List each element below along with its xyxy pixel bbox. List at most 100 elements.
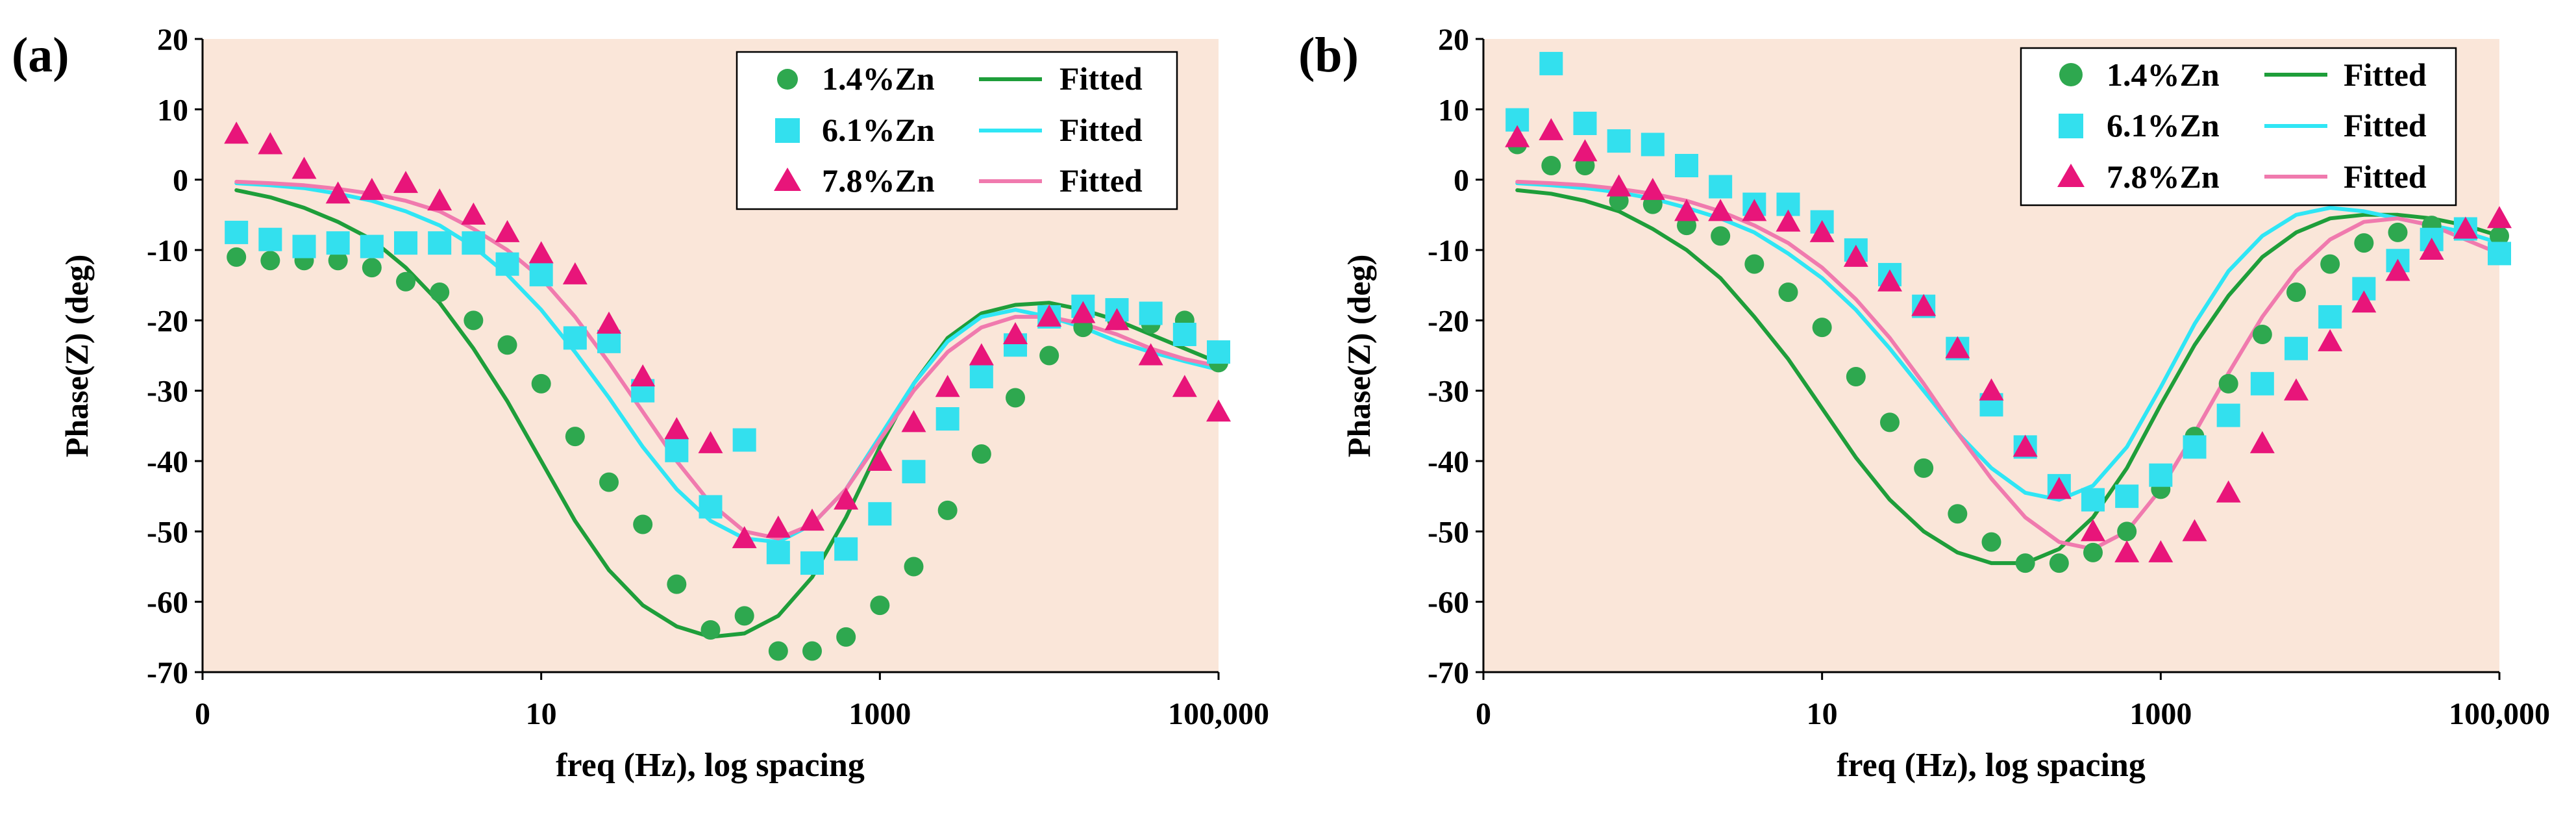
fitted-line-6-1-zn [1515,181,2501,502]
data-point-7-8-zn [698,431,723,453]
y-tick-label: -20 [147,304,188,338]
data-point-1-4-zn [2286,282,2306,302]
data-point-7-8-zn [1539,118,1564,140]
data-point-1-4-zn [1948,504,1968,524]
data-point-7-8-zn [359,177,384,200]
data-point-1-4-zn [565,427,585,447]
data-point-6-1-zn [800,551,824,575]
panel-b-y-ticks: 20 10 0 -10 -20 -30 -40 -50 -60 -70 [1428,23,1483,690]
y-tick-label: 20 [1438,23,1469,57]
x-tick-label: 100,000 [1168,697,1269,731]
y-tick-label: -50 [147,515,188,549]
y-tick-label: -70 [1428,656,1469,690]
y-tick-label: -20 [1428,304,1469,338]
data-point-1-4-zn [2320,254,2340,274]
data-point-7-8-zn [1104,308,1130,331]
panel-b-label: (b) [1298,28,1359,82]
data-point-7-8-zn [2114,540,2140,562]
data-point-7-8-zn [2487,206,2512,229]
legend-marker-circle [777,69,798,90]
data-point-6-1-zn [597,329,621,353]
data-point-7-8-zn [1572,139,1598,162]
data-point-1-4-zn [2117,521,2137,542]
data-point-1-4-zn [1880,412,1900,433]
data-point-7-8-zn [2249,431,2275,453]
data-point-1-4-zn [1711,226,1731,246]
data-point-1-4-zn [2049,553,2069,573]
x-tick-label: 10 [526,697,557,731]
data-point-7-8-zn [2453,216,2478,239]
legend-fitted-6-1-zn: Fitted [2344,107,2427,144]
x-tick-label: 1000 [848,697,911,731]
data-point-6-1-zn [935,407,960,431]
data-point-1-4-zn [260,251,280,271]
y-tick-label: 10 [157,93,188,127]
y-tick-label: -40 [147,445,188,479]
data-point-6-1-zn [292,234,316,258]
data-point-7-8-zn [1708,199,1733,221]
data-point-6-1-zn [2250,371,2274,395]
data-point-1-4-zn [633,514,653,534]
data-point-1-4-zn [497,335,517,355]
y-tick-label: -30 [1428,375,1469,409]
x-tick-label: 1000 [2129,697,2192,731]
panel-a-x-ticks: 0 10 1000 100,000 [195,672,1269,731]
y-tick-label: 10 [1438,93,1469,127]
data-point-7-8-zn [427,188,452,211]
data-point-6-1-zn [563,326,587,350]
data-point-7-8-zn [291,157,317,179]
data-point-1-4-zn [1006,388,1025,408]
y-tick-label: -40 [1428,445,1469,479]
y-tick-label: 20 [157,23,188,57]
data-point-6-1-zn [462,231,486,255]
data-point-6-1-zn [1573,112,1597,135]
data-point-1-4-zn [2083,542,2103,562]
data-point-1-4-zn [836,627,856,647]
data-point-7-8-zn [2419,238,2444,260]
y-tick-label: 0 [173,164,188,198]
y-tick-label: -10 [1428,234,1469,268]
data-point-7-8-zn [1138,343,1163,366]
data-point-1-4-zn [1039,345,1059,366]
data-point-7-8-zn [1843,244,1868,267]
data-point-6-1-zn [1207,340,1230,364]
data-point-6-1-zn [2285,336,2308,360]
data-point-6-1-zn [868,502,892,526]
data-point-7-8-zn [2148,540,2174,562]
data-point-7-8-zn [325,181,351,204]
data-point-1-4-zn [430,282,450,302]
data-point-6-1-zn [2115,484,2139,508]
y-tick-label: -10 [147,234,188,268]
data-point-6-1-zn [2149,463,2173,487]
data-point-7-8-zn [528,241,554,264]
data-point-1-4-zn [802,641,822,661]
y-tick-label: -60 [147,586,188,620]
data-point-6-1-zn [1172,323,1196,346]
x-tick-label: 10 [1807,697,1838,731]
panel-b: 20 10 0 -10 -20 -30 -40 -50 -60 -70 0 10 1000 100,00… [1298,23,2550,784]
data-point-1-4-zn [464,310,484,331]
data-point-7-8-zn [834,487,859,510]
data-point-7-8-zn [1003,322,1028,344]
panel-a-xlabel: freq (Hz), log spacing [556,747,865,784]
data-point-1-4-zn [2354,233,2374,253]
data-point-6-1-zn [428,231,452,255]
fitted-line-7-8-zn [1515,179,2501,551]
legend-label-7-8-zn: 7.8%Zn [822,162,935,199]
legend-fitted-7-8-zn: Fitted [1059,162,1143,199]
data-point-7-8-zn [901,410,926,433]
data-point-6-1-zn [1539,51,1563,75]
legend-fitted-6-1-zn: Fitted [1059,112,1143,148]
data-point-7-8-zn [732,526,757,549]
data-point-6-1-zn [834,537,858,561]
panel-a-markers [224,121,1231,661]
data-point-7-8-zn [1505,125,1530,147]
data-point-6-1-zn [326,231,350,255]
data-point-7-8-zn [765,515,791,538]
data-point-6-1-zn [1139,301,1163,325]
data-point-7-8-zn [1606,174,1631,197]
data-point-1-4-zn [328,251,348,271]
data-point-6-1-zn [732,428,756,452]
data-point-1-4-zn [734,606,754,626]
data-point-1-4-zn [2218,373,2238,394]
